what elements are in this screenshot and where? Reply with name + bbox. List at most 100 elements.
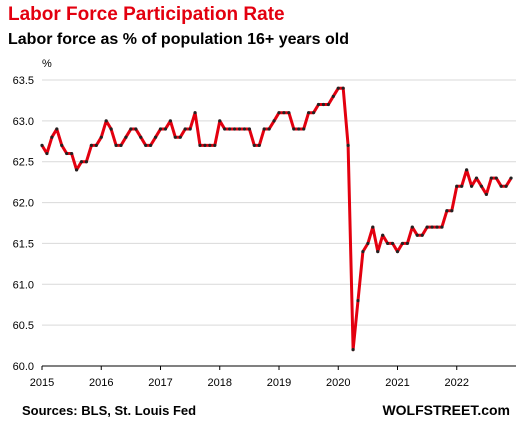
data-point xyxy=(40,143,44,147)
data-point xyxy=(114,143,118,147)
data-point xyxy=(341,86,345,90)
data-point xyxy=(469,184,474,188)
data-point xyxy=(395,250,400,254)
data-point xyxy=(153,135,158,139)
data-point xyxy=(316,102,321,107)
x-tick-label: 2018 xyxy=(208,377,232,389)
source-note: Sources: BLS, St. Louis Fed xyxy=(22,403,197,418)
data-point xyxy=(376,250,380,254)
data-point xyxy=(144,143,148,147)
data-point xyxy=(331,94,335,98)
data-point xyxy=(208,143,212,147)
data-point xyxy=(410,225,414,229)
data-point xyxy=(203,143,207,147)
data-point xyxy=(282,111,286,115)
y-tick-label: 63.0 xyxy=(13,116,34,128)
data-point xyxy=(321,102,326,107)
x-tick-label: 2020 xyxy=(326,377,350,389)
y-tick-label: 61.5 xyxy=(13,238,34,250)
data-point xyxy=(139,135,143,139)
data-point xyxy=(129,127,133,131)
x-tick-label: 2016 xyxy=(89,377,113,389)
data-point xyxy=(89,143,93,147)
x-tick-label: 2019 xyxy=(267,377,291,389)
data-points xyxy=(40,86,513,352)
data-point xyxy=(415,233,419,237)
data-point xyxy=(228,127,232,131)
data-point xyxy=(262,127,266,131)
data-point xyxy=(425,225,429,229)
y-tick-label: 60.5 xyxy=(13,320,34,332)
data-point xyxy=(193,111,197,115)
data-point xyxy=(371,225,375,229)
data-point xyxy=(479,184,484,188)
data-point xyxy=(242,127,247,131)
data-point xyxy=(134,127,138,131)
y-tick-label: 62.5 xyxy=(13,157,34,169)
data-point xyxy=(386,241,390,246)
data-point xyxy=(252,143,256,147)
data-point xyxy=(149,143,153,147)
data-point xyxy=(104,119,108,123)
x-tick-label: 2021 xyxy=(385,377,409,389)
data-point xyxy=(435,225,439,229)
data-point xyxy=(292,127,296,131)
data-point xyxy=(183,127,187,131)
data-point xyxy=(65,151,69,156)
data-point xyxy=(440,225,444,229)
data-point xyxy=(70,151,74,156)
data-point xyxy=(124,135,128,139)
data-point xyxy=(178,135,182,139)
gridlines xyxy=(42,79,516,326)
axes xyxy=(41,365,516,370)
data-point xyxy=(119,143,123,147)
chart-subtitle: Labor force as % of population 16+ years… xyxy=(8,31,349,48)
data-point xyxy=(346,143,350,147)
data-point xyxy=(94,143,98,147)
x-tick-label: 2017 xyxy=(148,377,172,389)
data-point xyxy=(232,127,237,131)
data-point xyxy=(277,111,281,115)
data-point xyxy=(390,241,395,246)
data-point xyxy=(499,184,503,188)
data-point xyxy=(504,184,508,188)
data-point xyxy=(311,111,316,115)
y-tick-label: 60.0 xyxy=(13,361,34,373)
data-point xyxy=(173,135,177,139)
data-point xyxy=(168,119,172,123)
x-tick-label: 2022 xyxy=(445,377,469,389)
data-point xyxy=(50,135,54,139)
data-point xyxy=(272,119,276,123)
data-point xyxy=(45,151,49,156)
data-point xyxy=(336,86,340,90)
data-point xyxy=(257,143,261,147)
y-axis-unit-label: % xyxy=(42,58,52,70)
data-point xyxy=(494,176,498,180)
data-point xyxy=(509,176,513,180)
data-point xyxy=(366,241,370,246)
data-point xyxy=(287,111,291,115)
data-point xyxy=(297,127,301,131)
y-tick-label: 62.0 xyxy=(13,198,34,210)
data-point xyxy=(430,225,434,229)
y-tick-label: 61.0 xyxy=(13,279,34,291)
y-tick-label: 63.5 xyxy=(13,75,34,87)
data-point xyxy=(99,135,103,139)
data-point xyxy=(450,209,454,213)
data-point xyxy=(484,192,488,196)
data-point xyxy=(465,168,469,172)
data-point xyxy=(218,119,222,123)
data-point xyxy=(267,127,271,131)
data-point xyxy=(445,209,449,213)
data-point xyxy=(247,127,251,131)
data-point xyxy=(79,160,84,164)
series xyxy=(40,86,513,352)
x-tick-label: 2015 xyxy=(30,377,54,389)
x-tick-labels: 2015 2016 2017 2018 2019 2020 2021 2022 xyxy=(30,377,469,389)
chart-title: Labor Force Participation Rate xyxy=(8,4,285,25)
data-point xyxy=(84,160,89,164)
data-point xyxy=(460,184,464,188)
data-point xyxy=(356,299,360,303)
data-point xyxy=(489,176,493,180)
